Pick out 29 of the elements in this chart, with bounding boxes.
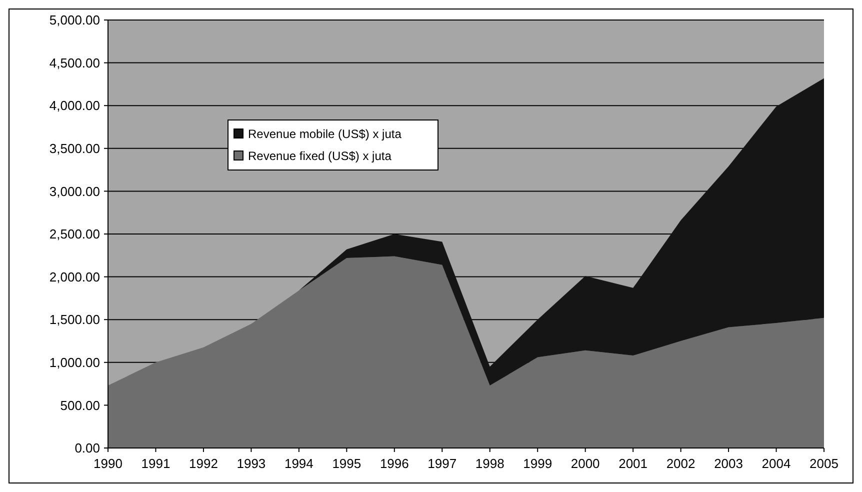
x-tick-label: 1991 (141, 456, 170, 471)
x-tick-label: 1999 (523, 456, 552, 471)
legend-label: Revenue mobile (US$) x juta (248, 127, 402, 142)
x-tick-label: 1998 (475, 456, 504, 471)
y-tick-label: 2,500.00 (49, 226, 100, 242)
y-tick-label: 3,500.00 (49, 140, 100, 156)
x-tick-label: 2005 (810, 456, 838, 471)
x-tick-label: 1993 (236, 456, 266, 471)
y-tick-label: 500.00 (60, 398, 100, 413)
x-tick-label: 2000 (570, 456, 600, 471)
x-tick-label: 1996 (380, 456, 409, 471)
y-tick-label: 4,500.00 (49, 55, 100, 70)
y-tick-label: 2,000.00 (49, 269, 100, 284)
x-tick-label: 2002 (666, 456, 696, 471)
x-tick-label: 1994 (284, 456, 314, 471)
x-tick-label: 1997 (428, 456, 457, 471)
x-tick-label: 2001 (618, 456, 648, 471)
y-tick-label: 4,000.00 (49, 98, 100, 114)
y-tick-label: 3,000.00 (49, 184, 100, 199)
x-tick-label: 1992 (189, 456, 218, 471)
y-tick-label: 1,500.00 (49, 312, 100, 328)
y-tick-label: 5,000.00 (49, 12, 100, 28)
legend-label: Revenue fixed (US$) x juta (248, 149, 392, 164)
x-tick-label: 2004 (762, 456, 791, 471)
y-tick-label: 1,000.00 (49, 354, 100, 370)
x-tick-label: 1995 (332, 456, 362, 471)
x-tick-label: 2003 (714, 456, 743, 471)
x-tick-label: 1990 (94, 456, 122, 471)
y-tick-label: 0.00 (74, 440, 100, 456)
